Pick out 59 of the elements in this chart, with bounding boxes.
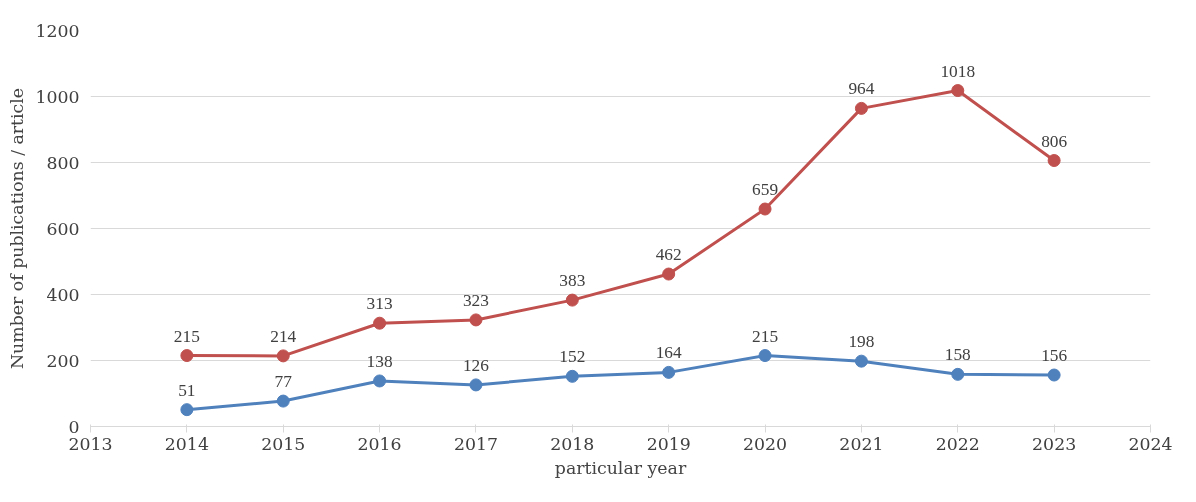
data-label: 77 — [274, 372, 293, 392]
x-tick-label: 2024 — [1128, 433, 1173, 454]
y-tick-label: 200 — [46, 350, 80, 371]
y-tick-label: 400 — [46, 284, 80, 305]
data-label: 313 — [366, 294, 393, 314]
point — [758, 349, 772, 363]
data-label: 164 — [655, 343, 683, 363]
y-tick-label: 1200 — [35, 20, 80, 41]
point — [180, 403, 194, 417]
point — [565, 369, 579, 383]
data-label: 806 — [1041, 131, 1068, 151]
y-tick-label: 1000 — [35, 86, 80, 107]
data-label: 383 — [559, 271, 586, 291]
point — [1047, 368, 1061, 382]
point — [951, 84, 965, 98]
x-tick-label: 2016 — [357, 433, 402, 454]
point — [854, 101, 868, 115]
point — [565, 293, 579, 307]
data-label: 215 — [173, 326, 200, 346]
point — [662, 365, 676, 379]
data-label: 964 — [848, 79, 875, 99]
x-tick-label: 2022 — [935, 433, 980, 454]
point — [276, 394, 290, 408]
data-label: 462 — [655, 245, 682, 265]
x-tick-label: 2021 — [839, 433, 884, 454]
y-tick-label: 600 — [46, 218, 80, 239]
x-tick-label: 2017 — [453, 433, 499, 454]
data-label: 152 — [559, 347, 586, 367]
point — [373, 316, 387, 330]
x-tick-label: 2014 — [164, 433, 209, 454]
data-label: 158 — [944, 345, 971, 365]
x-tick-label: 2023 — [1032, 433, 1077, 454]
point — [758, 202, 772, 216]
point — [469, 313, 483, 327]
point — [854, 354, 868, 368]
y-tick-label: 800 — [46, 152, 80, 173]
point — [469, 378, 483, 392]
x-tick-label: 2015 — [261, 433, 306, 454]
data-label: 126 — [462, 355, 490, 375]
data-label: 215 — [752, 326, 779, 346]
data-label: 214 — [270, 326, 297, 346]
data-label: 51 — [178, 380, 196, 400]
data-label: 323 — [462, 290, 489, 310]
y-axis-title: Number of publications / article — [7, 87, 28, 370]
point — [276, 349, 290, 363]
point — [662, 267, 676, 281]
data-label: 198 — [848, 332, 875, 352]
point — [951, 367, 965, 381]
data-label: 156 — [1041, 346, 1068, 366]
point — [180, 349, 194, 363]
x-tick-label: 2018 — [550, 433, 595, 454]
point — [1047, 154, 1061, 168]
data-label: 659 — [752, 180, 779, 200]
x-tick-label: 2019 — [646, 433, 691, 454]
data-label: 1018 — [940, 61, 976, 81]
point — [373, 374, 387, 388]
data-label: 138 — [366, 351, 393, 371]
x-axis-title: particular year — [554, 457, 687, 478]
x-tick-label: 2020 — [743, 433, 788, 454]
